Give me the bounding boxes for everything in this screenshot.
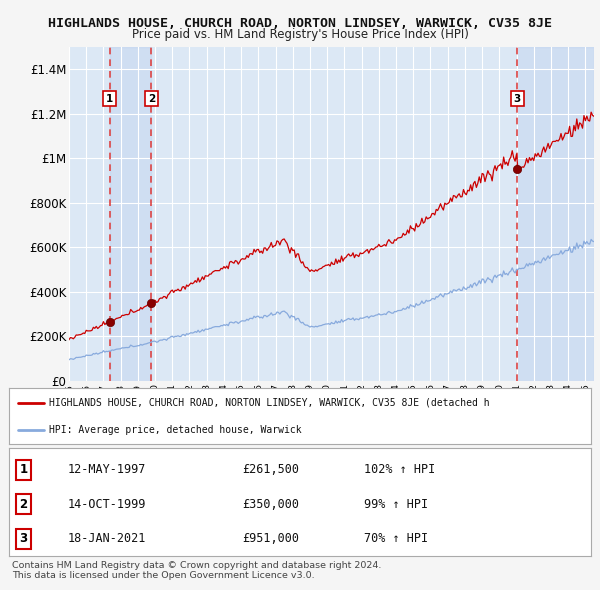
- Text: 1: 1: [19, 463, 28, 476]
- Text: £261,500: £261,500: [242, 463, 299, 476]
- Text: £350,000: £350,000: [242, 498, 299, 511]
- Text: 102% ↑ HPI: 102% ↑ HPI: [364, 463, 435, 476]
- Text: Contains HM Land Registry data © Crown copyright and database right 2024.: Contains HM Land Registry data © Crown c…: [12, 560, 382, 569]
- Text: 14-OCT-1999: 14-OCT-1999: [67, 498, 146, 511]
- Text: 3: 3: [19, 532, 28, 545]
- Text: £951,000: £951,000: [242, 532, 299, 545]
- Text: 18-JAN-2021: 18-JAN-2021: [67, 532, 146, 545]
- Text: 3: 3: [514, 94, 521, 104]
- Text: This data is licensed under the Open Government Licence v3.0.: This data is licensed under the Open Gov…: [12, 571, 314, 580]
- Text: HIGHLANDS HOUSE, CHURCH ROAD, NORTON LINDSEY, WARWICK, CV35 8JE (detached h: HIGHLANDS HOUSE, CHURCH ROAD, NORTON LIN…: [49, 398, 489, 408]
- Text: 99% ↑ HPI: 99% ↑ HPI: [364, 498, 428, 511]
- Text: 70% ↑ HPI: 70% ↑ HPI: [364, 532, 428, 545]
- Bar: [517, 47, 594, 381]
- Text: 2: 2: [19, 498, 28, 511]
- Text: HPI: Average price, detached house, Warwick: HPI: Average price, detached house, Warw…: [49, 425, 301, 435]
- Text: HIGHLANDS HOUSE, CHURCH ROAD, NORTON LINDSEY, WARWICK, CV35 8JE: HIGHLANDS HOUSE, CHURCH ROAD, NORTON LIN…: [48, 17, 552, 30]
- Bar: [110, 47, 151, 381]
- Text: 2: 2: [148, 94, 155, 104]
- Text: 12-MAY-1997: 12-MAY-1997: [67, 463, 146, 476]
- Text: Price paid vs. HM Land Registry's House Price Index (HPI): Price paid vs. HM Land Registry's House …: [131, 28, 469, 41]
- Text: 1: 1: [106, 94, 113, 104]
